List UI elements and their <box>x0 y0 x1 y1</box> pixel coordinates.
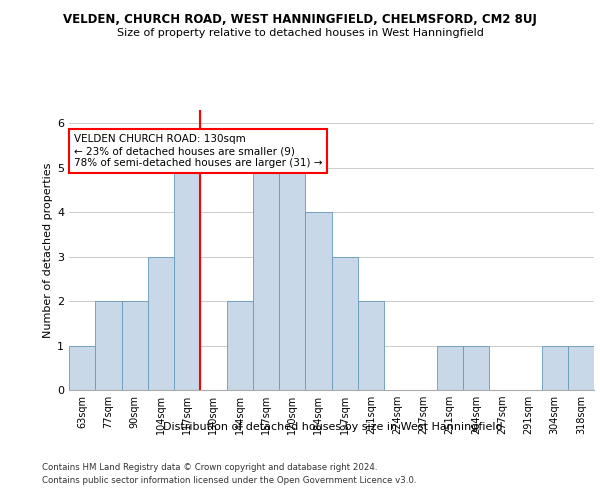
Bar <box>331 256 358 390</box>
Bar <box>568 346 594 390</box>
Bar <box>95 301 121 390</box>
Bar <box>437 346 463 390</box>
Bar <box>463 346 489 390</box>
Bar <box>227 301 253 390</box>
Bar <box>148 256 174 390</box>
Text: Size of property relative to detached houses in West Hanningfield: Size of property relative to detached ho… <box>116 28 484 38</box>
Bar <box>542 346 568 390</box>
Bar <box>279 168 305 390</box>
Text: VELDEN, CHURCH ROAD, WEST HANNINGFIELD, CHELMSFORD, CM2 8UJ: VELDEN, CHURCH ROAD, WEST HANNINGFIELD, … <box>63 12 537 26</box>
Text: Contains public sector information licensed under the Open Government Licence v3: Contains public sector information licen… <box>42 476 416 485</box>
Bar <box>174 168 200 390</box>
Text: VELDEN CHURCH ROAD: 130sqm
← 23% of detached houses are smaller (9)
78% of semi-: VELDEN CHURCH ROAD: 130sqm ← 23% of deta… <box>74 134 322 168</box>
Bar <box>253 168 279 390</box>
Text: Contains HM Land Registry data © Crown copyright and database right 2024.: Contains HM Land Registry data © Crown c… <box>42 462 377 471</box>
Text: Distribution of detached houses by size in West Hanningfield: Distribution of detached houses by size … <box>163 422 503 432</box>
Bar <box>121 301 148 390</box>
Bar <box>305 212 331 390</box>
Bar <box>69 346 95 390</box>
Bar <box>358 301 384 390</box>
Y-axis label: Number of detached properties: Number of detached properties <box>43 162 53 338</box>
